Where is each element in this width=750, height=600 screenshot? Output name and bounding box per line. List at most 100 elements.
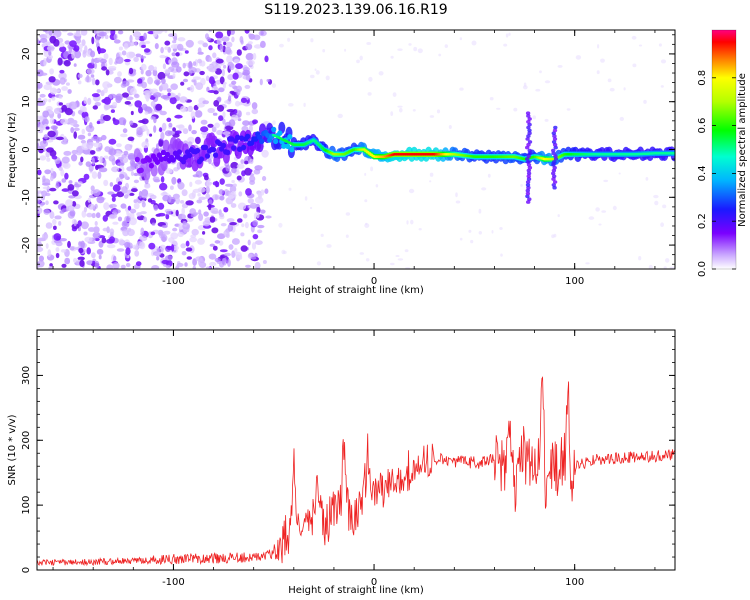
noise-speckle	[136, 127, 143, 134]
noise-speckle	[221, 68, 225, 77]
noise-speckle	[191, 228, 199, 236]
snr-series-line	[37, 376, 675, 567]
noise-speckle	[520, 184, 523, 187]
noise-speckle	[237, 118, 242, 122]
noise-speckle	[459, 37, 463, 41]
noise-speckle	[60, 118, 69, 125]
noise-speckle	[153, 204, 159, 211]
noise-speckle	[97, 171, 102, 179]
noise-speckle	[197, 47, 202, 55]
noise-speckle	[112, 221, 119, 225]
noise-speckle	[124, 143, 133, 151]
ridge-spike	[525, 137, 530, 141]
noise-speckle	[168, 122, 173, 128]
noise-speckle	[135, 261, 142, 267]
noise-speckle	[182, 78, 189, 83]
noise-speckle	[93, 62, 98, 69]
noise-speckle	[224, 130, 229, 138]
ridge-spike	[551, 171, 556, 176]
noise-speckle	[45, 151, 50, 158]
ridge-band	[182, 154, 189, 160]
noise-speckle	[325, 75, 330, 81]
noise-speckle	[194, 110, 203, 118]
noise-speckle	[117, 181, 123, 186]
ridge-band	[154, 159, 160, 165]
noise-speckle	[103, 179, 109, 187]
noise-speckle	[164, 68, 171, 74]
noise-speckle	[183, 71, 190, 77]
noise-speckle	[87, 203, 96, 210]
noise-speckle	[117, 216, 123, 222]
noise-speckle	[150, 231, 156, 236]
noise-speckle	[61, 86, 68, 91]
y-tick-label: 100	[21, 496, 32, 515]
noise-speckle	[245, 111, 251, 116]
noise-speckle	[148, 65, 155, 72]
noise-speckle	[67, 240, 71, 249]
noise-speckle	[231, 179, 235, 184]
noise-speckle	[126, 228, 135, 237]
noise-speckle	[115, 56, 124, 64]
noise-speckle	[315, 70, 320, 75]
ridge-band	[160, 149, 166, 156]
noise-speckle	[86, 142, 94, 149]
noise-speckle	[192, 76, 202, 80]
noise-speckle	[161, 224, 168, 229]
snr-frame	[36, 329, 676, 571]
noise-speckle	[250, 256, 257, 260]
noise-speckle	[248, 33, 252, 38]
ridge-band	[158, 156, 164, 162]
noise-speckle	[39, 140, 49, 148]
noise-speckle	[588, 216, 595, 220]
ridge-spike	[552, 142, 558, 147]
noise-speckle	[141, 193, 148, 199]
noise-speckle	[59, 77, 66, 85]
noise-speckle	[255, 240, 263, 246]
noise-speckle	[99, 58, 107, 64]
ridge-band	[225, 149, 231, 156]
ridge-spike	[526, 142, 531, 147]
noise-speckle	[103, 159, 107, 167]
noise-speckle	[240, 232, 245, 237]
noise-speckle	[229, 30, 235, 35]
noise-speckle	[113, 255, 117, 262]
noise-speckle	[272, 120, 276, 125]
noise-speckle	[37, 246, 44, 253]
noise-speckle	[104, 146, 111, 153]
noise-speckle	[310, 38, 314, 43]
noise-speckle	[203, 211, 209, 217]
noise-speckle	[91, 157, 95, 165]
noise-speckle	[110, 30, 116, 36]
noise-speckle	[49, 211, 55, 219]
noise-speckle	[118, 46, 123, 51]
noise-speckle	[96, 89, 102, 93]
noise-speckle	[141, 81, 148, 89]
noise-speckle	[141, 44, 146, 49]
noise-speckle	[101, 134, 107, 141]
noise-speckle	[359, 252, 364, 255]
noise-speckle	[122, 128, 128, 134]
noise-speckle	[225, 164, 231, 172]
noise-speckle	[499, 227, 503, 230]
noise-speckle	[120, 203, 127, 209]
noise-speckle	[101, 237, 107, 244]
noise-speckle	[116, 191, 125, 198]
noise-speckle	[230, 203, 237, 208]
noise-speckle	[141, 118, 149, 125]
noise-speckle	[455, 192, 458, 198]
noise-speckle	[161, 78, 166, 84]
noise-speckle	[375, 184, 379, 188]
noise-speckle	[93, 142, 102, 148]
noise-speckle	[61, 188, 70, 192]
noise-speckle	[413, 46, 418, 52]
noise-speckle	[94, 237, 100, 242]
noise-speckle	[172, 127, 177, 132]
noise-speckle	[151, 265, 160, 269]
noise-speckle	[96, 248, 104, 255]
noise-speckle	[169, 97, 177, 105]
colorbar: 0.0 0.2 0.4 0.6 0.8 Normalized spectral ampl…	[697, 29, 748, 277]
noise-speckle	[551, 234, 555, 239]
noise-speckle	[197, 58, 203, 64]
ridge-band	[174, 154, 180, 160]
noise-speckle	[135, 36, 140, 41]
